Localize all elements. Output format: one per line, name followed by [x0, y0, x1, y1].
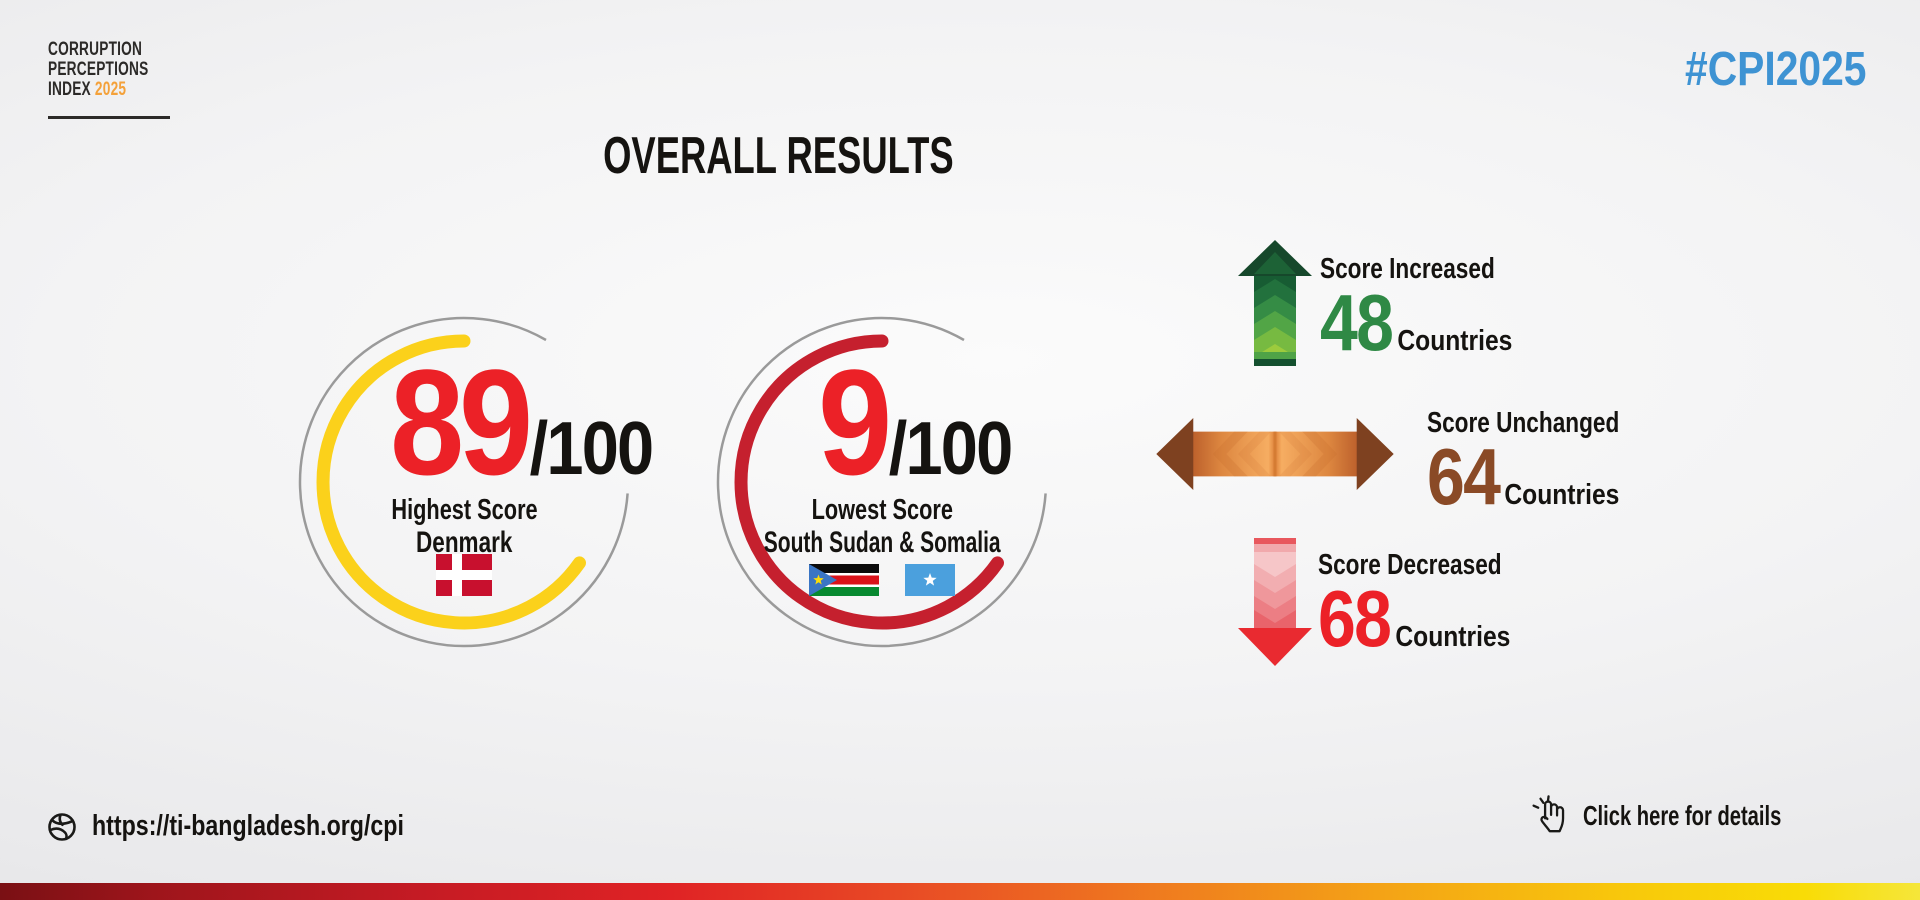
stat-decreased-unit: Countries [1395, 621, 1511, 654]
footer-website: https://ti-bangladesh.org/cpi [46, 810, 482, 843]
gray-ring-arc [716, 316, 1047, 648]
highest-score-label: Highest Score [390, 494, 538, 526]
highest-score-flags [264, 554, 664, 596]
denmark-flag [436, 554, 492, 596]
hashtag-cpi2025[interactable]: #CPI2025 [1684, 43, 1866, 96]
lowest-score-number: 9 [818, 338, 892, 506]
stat-increased-unit: Countries [1397, 325, 1513, 358]
stat-decreased-value: 68 [1318, 574, 1392, 664]
highest-score-circle: 89 /100 Highest Score Denmark [264, 282, 664, 682]
cpi-logo: CORRUPTION PERCEPTIONS INDEX 2025 [48, 40, 188, 100]
highest-score-number: 89 [390, 338, 533, 506]
stat-decreased-label: Score Decreased [1318, 549, 1502, 581]
lowest-score-flags [682, 564, 1082, 596]
yellow-score-arc [316, 334, 586, 630]
details-cta-label: Click here for details [1582, 800, 1781, 831]
highest-score-country: Denmark [415, 526, 513, 559]
lowest-score-denominator: /100 [888, 406, 1014, 490]
stat-increased: Score Increased 48 Countries [1320, 253, 1546, 368]
logo-underline [48, 116, 170, 119]
highest-score-denominator: /100 [529, 406, 655, 490]
highest-score-value-row: 89 /100 [390, 338, 655, 506]
website-url-link[interactable]: https://ti-bangladesh.org/cpi [92, 810, 404, 842]
lowest-score-label: Lowest Score [811, 494, 953, 526]
click-hand-icon [1532, 795, 1564, 833]
arrow-down-icon [1238, 538, 1312, 666]
bottom-gradient-bar [0, 883, 1920, 900]
stat-unchanged-value: 64 [1427, 432, 1501, 522]
red-score-arc [734, 334, 1004, 630]
stat-unchanged-unit: Countries [1504, 479, 1620, 512]
south-sudan-flag [809, 564, 879, 596]
arrow-left-right-icon [1156, 418, 1394, 490]
logo-line-1: CORRUPTION [48, 39, 143, 60]
lowest-score-country: South Sudan & Somalia [763, 526, 1001, 559]
globe-icon [48, 812, 76, 841]
details-cta[interactable]: Click here for details [1529, 793, 1858, 839]
logo-year: 2025 [94, 79, 127, 100]
lowest-score-arcs [716, 316, 1047, 648]
somalia-flag [905, 564, 955, 596]
page-title: OVERALL RESULTS [603, 127, 954, 185]
lowest-score-value-row: 9 /100 [818, 338, 1014, 506]
stat-increased-value-row: 48 Countries [1320, 278, 1513, 368]
stat-unchanged: Score Unchanged 64 Countries [1427, 407, 1674, 522]
stat-unchanged-label: Score Unchanged [1427, 407, 1620, 439]
stat-decreased-value-row: 68 Countries [1318, 574, 1518, 664]
stat-decreased: Score Decreased 68 Countries [1318, 549, 1553, 664]
stat-increased-label: Score Increased [1320, 253, 1495, 285]
logo-line-3: INDEX [48, 79, 91, 100]
lowest-score-circle: 9 /100 Lowest Score South Sudan & Somali… [682, 282, 1082, 682]
arrow-up-icon [1238, 240, 1312, 366]
stat-increased-value: 48 [1320, 278, 1394, 368]
highest-score-arcs [298, 316, 629, 648]
logo-line-2: PERCEPTIONS [48, 59, 149, 80]
stat-unchanged-value-row: 64 Countries [1427, 432, 1637, 522]
gray-ring-arc [298, 316, 629, 648]
